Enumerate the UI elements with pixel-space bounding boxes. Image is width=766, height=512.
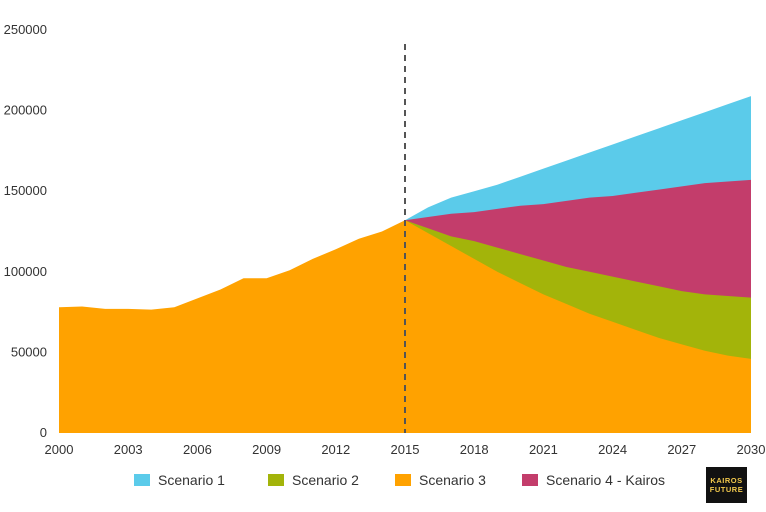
y-tick-label: 250000 [4, 22, 47, 37]
legend-swatch [268, 474, 284, 486]
legend-item-scenario-4: Scenario 4 - Kairos [522, 472, 665, 488]
kairos-future-logo: KAIROS FUTURE [706, 467, 747, 503]
x-tick-label: 2006 [183, 442, 212, 457]
legend-item-scenario-1: Scenario 1 [134, 472, 225, 488]
x-axis: 2000 2003 2006 2009 2012 2015 2018 2021 2024 2027… [45, 442, 766, 457]
x-tick-label: 2015 [391, 442, 420, 457]
y-tick-label: 100000 [4, 264, 47, 279]
y-axis: 0 50000 100000 150000 200000 250000 [4, 22, 47, 440]
legend-item-scenario-3: Scenario 3 [395, 472, 486, 488]
legend-label: Scenario 4 - Kairos [546, 472, 666, 488]
x-tick-label: 2003 [114, 442, 143, 457]
y-tick-label: 50000 [11, 344, 47, 359]
legend-swatch [134, 474, 150, 486]
legend-label: Scenario 3 [419, 472, 486, 488]
x-tick-label: 2030 [737, 442, 766, 457]
x-tick-label: 2024 [598, 442, 627, 457]
y-tick-label: 150000 [4, 183, 47, 198]
legend-swatch [395, 474, 411, 486]
area-scenario-3 [59, 220, 751, 433]
chart-areas [59, 96, 751, 433]
x-tick-label: 2018 [460, 442, 489, 457]
logo-line-2: FUTURE [709, 485, 744, 494]
x-tick-label: 2009 [252, 442, 281, 457]
legend-label: Scenario 2 [292, 472, 359, 488]
x-tick-label: 2000 [45, 442, 74, 457]
legend-label: Scenario 1 [158, 472, 225, 488]
logo-line-1: KAIROS [710, 476, 743, 485]
legend: Scenario 1 Scenario 2 Scenario 3 Scenari… [0, 472, 700, 492]
legend-swatch [522, 474, 538, 486]
legend-item-scenario-2: Scenario 2 [268, 472, 359, 488]
y-tick-label: 200000 [4, 103, 47, 118]
y-tick-label: 0 [40, 425, 47, 440]
x-tick-label: 2027 [667, 442, 696, 457]
x-tick-label: 2021 [529, 442, 558, 457]
x-tick-label: 2012 [321, 442, 350, 457]
